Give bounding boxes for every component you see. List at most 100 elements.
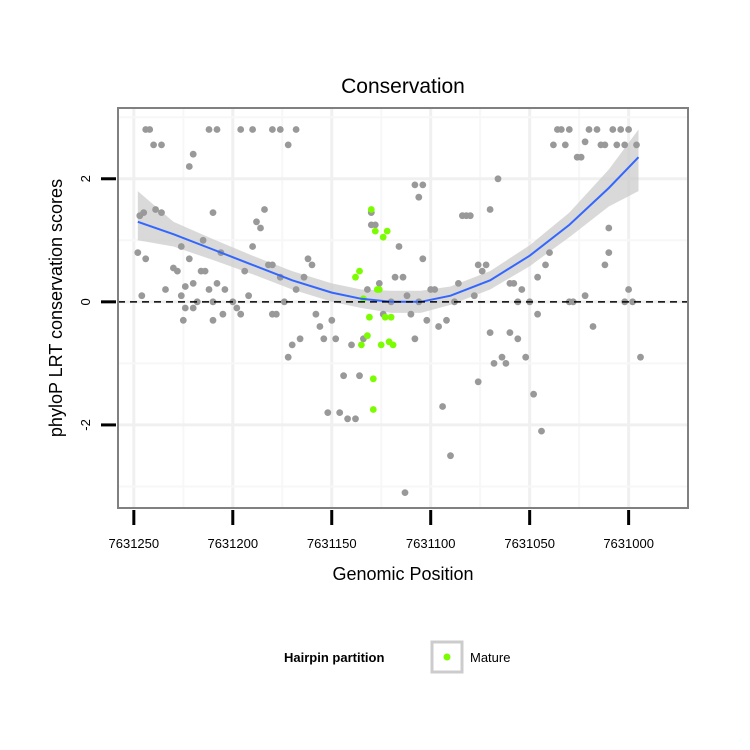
point-other (221, 286, 229, 293)
chart-title: Conservation (341, 75, 465, 98)
point-other (158, 209, 165, 217)
x-tick-label: 7631000 (603, 536, 654, 551)
point-other (561, 141, 569, 149)
point-other (134, 249, 142, 256)
point-other (486, 206, 494, 213)
point-other (443, 316, 450, 324)
point-other (490, 360, 498, 367)
point-other (174, 267, 181, 275)
point-other (300, 273, 308, 281)
point-other (585, 126, 593, 133)
point-other (470, 292, 478, 300)
point-other (152, 206, 160, 213)
legend: Hairpin partition Mature (284, 640, 510, 674)
point-other (557, 126, 565, 133)
point-other (219, 310, 227, 318)
point-other (340, 372, 347, 380)
point-other (542, 261, 549, 269)
point-other (625, 286, 632, 293)
point-other (419, 255, 427, 263)
point-other (474, 261, 482, 269)
point-other (312, 310, 320, 318)
point-other (146, 126, 154, 133)
point-other (609, 126, 617, 133)
point-mature (373, 286, 381, 293)
legend-title: Hairpin partition (284, 650, 384, 665)
point-other (447, 452, 454, 460)
point-other (249, 126, 256, 133)
x-axis: 7631250 7631200 7631150 7631100 7631050 76310… (109, 510, 654, 551)
point-other (181, 304, 189, 312)
x-tick-label: 7631200 (207, 536, 258, 551)
point-other (577, 153, 585, 161)
y-tick-label: -2 (78, 419, 93, 431)
legend-entry-mature: Mature (470, 650, 510, 665)
point-other (213, 280, 221, 287)
y-tick-label: 2 (78, 175, 93, 182)
point-other (257, 224, 264, 232)
point-other (308, 261, 316, 269)
point-other (237, 126, 245, 133)
point-other (288, 341, 296, 349)
point-other (209, 209, 217, 217)
point-other (213, 126, 221, 133)
point-other (395, 243, 403, 250)
point-other (478, 267, 486, 275)
point-other (419, 181, 427, 189)
point-other (629, 298, 636, 306)
point-mature (377, 341, 385, 349)
point-other (407, 310, 415, 318)
point-other (292, 126, 300, 133)
point-other (482, 261, 490, 269)
point-mature (352, 273, 359, 281)
point-other (502, 360, 510, 367)
point-mature (381, 313, 389, 321)
point-other (185, 255, 193, 263)
point-other (391, 273, 399, 281)
point-mature (371, 227, 379, 235)
legend-key-mature (443, 653, 451, 661)
point-other (633, 141, 640, 149)
point-mature (389, 341, 397, 349)
point-other (292, 286, 300, 293)
point-other (455, 280, 462, 287)
x-axis-label: Genomic Position (332, 564, 473, 584)
point-other (411, 181, 419, 189)
point-other (534, 310, 541, 318)
point-other (403, 292, 411, 300)
point-other (245, 292, 253, 300)
point-other (605, 249, 613, 256)
point-other (375, 280, 383, 287)
point-other (249, 243, 256, 250)
point-other (486, 329, 494, 336)
point-other (304, 255, 312, 263)
point-other (189, 280, 197, 287)
point-mature (367, 206, 375, 213)
point-other (581, 292, 589, 300)
x-tick-label: 7631100 (406, 536, 456, 551)
point-other (415, 193, 423, 201)
point-other (177, 292, 185, 300)
point-other (514, 335, 522, 343)
point-other (506, 280, 514, 287)
point-other (550, 141, 557, 149)
y-tick-label: 0 (78, 298, 93, 305)
point-other (435, 323, 442, 330)
point-other (162, 286, 169, 293)
point-other (177, 243, 185, 250)
point-other (423, 316, 431, 324)
point-other (280, 298, 288, 306)
point-other (601, 141, 609, 149)
point-mature (366, 313, 373, 321)
point-other (565, 298, 573, 306)
point-other (466, 212, 474, 220)
point-other (179, 316, 187, 324)
point-other (189, 304, 197, 312)
confidence-band (137, 129, 639, 313)
point-other (233, 304, 241, 312)
point-other (193, 298, 201, 306)
point-other (546, 249, 553, 256)
point-other (565, 126, 573, 133)
point-mature (356, 267, 363, 275)
point-mature (369, 375, 377, 383)
